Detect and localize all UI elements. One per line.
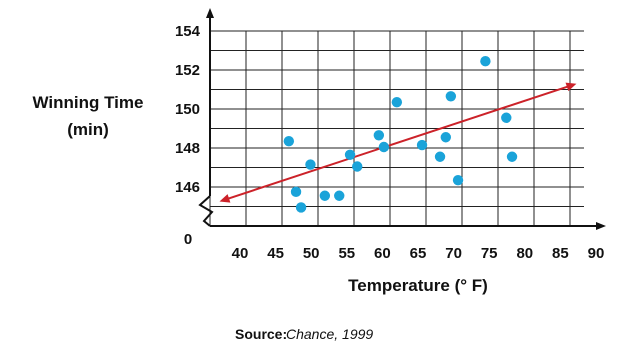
data-point [506,151,518,162]
data-point [290,186,302,198]
y-tick-labels: 146 148 150 152 154 [175,23,201,196]
x-tick-label: 40 [232,245,249,262]
trendline-arrow-right [565,82,577,92]
data-point [391,96,403,108]
y-axis-label-line-2: (min) [67,120,109,139]
source-text: Chance, 1999 [286,326,373,342]
data-point [501,112,512,123]
x-axis-label: Temperature (° F) [348,276,488,295]
y-tick-label: 150 [175,101,200,118]
data-point [452,174,464,186]
data-point [440,132,451,143]
data-point [283,135,295,147]
y-tick-label: 152 [175,62,200,79]
trendline-group [219,82,577,203]
data-points [283,56,518,213]
x-tick-label: 70 [445,245,462,262]
axes [198,8,606,230]
y-axis-break-label: 0 [184,231,192,248]
data-point [416,139,428,151]
data-point [334,190,345,201]
x-tick-label: 60 [374,245,391,262]
x-tick-label: 65 [410,245,427,262]
data-point [373,130,385,141]
x-tick-label: 55 [338,245,355,262]
y-tick-label: 154 [175,23,201,40]
data-point [480,56,491,67]
source-label: Source: [235,326,287,342]
x-tick-label: 45 [267,245,284,262]
x-tick-label: 75 [481,245,498,262]
data-point [319,190,331,201]
trendline-arrow-left [219,194,231,203]
y-axis-break [198,195,214,227]
x-axis-arrow [596,222,606,230]
data-point [378,141,390,153]
x-tick-label: 85 [552,245,569,262]
data-point [352,161,363,172]
y-tick-label: 148 [175,140,200,157]
y-axis-label-line-1: Winning Time [33,93,144,112]
x-tick-label: 90 [588,245,605,262]
y-axis-arrow [206,8,214,18]
x-tick-label: 50 [303,245,320,262]
data-point [305,159,316,170]
x-tick-labels: 40 45 50 55 60 65 70 75 80 85 90 [232,245,605,262]
data-point [434,151,446,162]
x-tick-label: 80 [516,245,533,262]
data-point [344,149,356,160]
data-point [445,91,457,102]
data-point [295,202,307,213]
y-tick-label: 146 [175,179,200,196]
grid-lines [209,30,584,226]
trendline [227,85,569,200]
